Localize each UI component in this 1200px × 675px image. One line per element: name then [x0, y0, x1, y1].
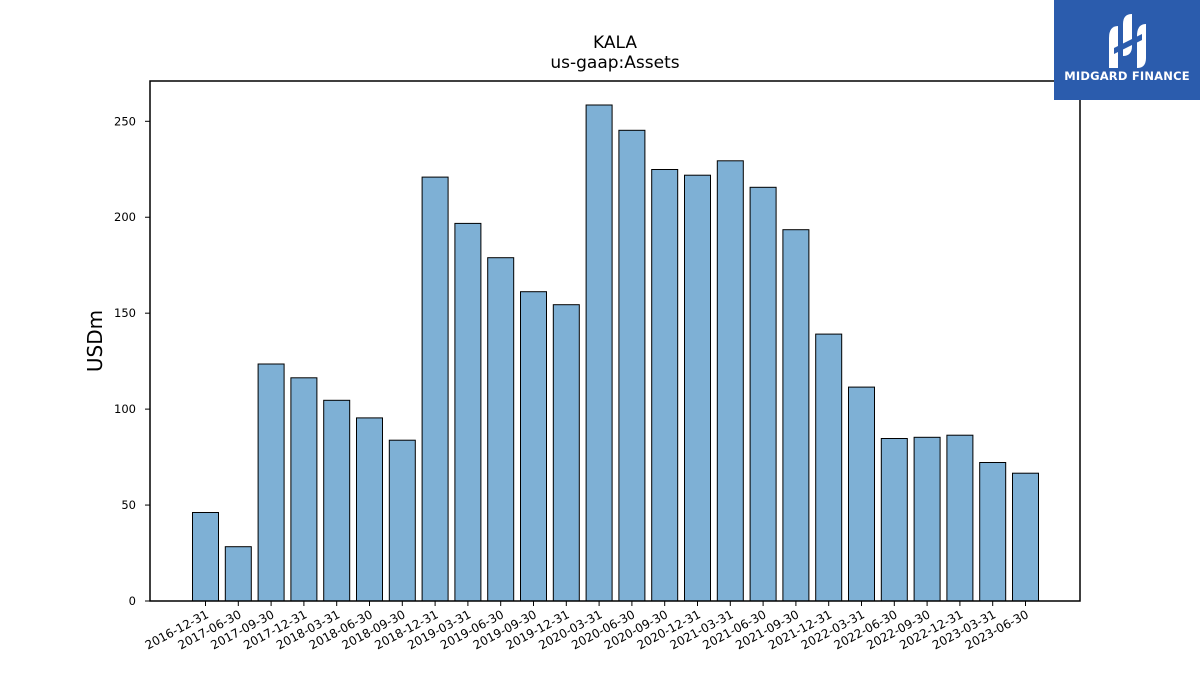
bar-2016-12-31	[192, 512, 219, 602]
bar-2018-12-31	[421, 176, 449, 602]
bar-2022-06-30	[880, 438, 908, 602]
bar-2017-09-30	[257, 363, 285, 602]
y-tick-label: 0	[129, 594, 136, 608]
brand-name: MIDGARD FINANCE	[1064, 69, 1190, 83]
midgard-logo-icon	[1109, 14, 1146, 68]
bar-2021-06-30	[749, 186, 777, 602]
chart-title: KALA	[593, 33, 637, 53]
chart-subtitle: us-gaap:Assets	[550, 53, 679, 73]
y-axis-label: USDm	[83, 310, 107, 372]
bar-2019-12-31	[552, 304, 580, 602]
bar-2021-09-30	[782, 229, 810, 602]
bar-2018-06-30	[356, 417, 383, 602]
bar-2019-06-30	[487, 257, 515, 602]
x-axis: 2016-12-312017-06-302017-09-302017-12-31…	[143, 601, 1031, 652]
bar-2017-12-31	[290, 377, 318, 602]
y-tick-label: 50	[121, 498, 136, 512]
bar-2020-09-30	[651, 169, 679, 602]
bar-2023-03-31	[979, 462, 1007, 602]
bar-2019-03-31	[454, 222, 482, 602]
bar-2021-12-31	[815, 333, 843, 602]
bar-2020-12-31	[684, 174, 711, 602]
bar-2017-06-30	[224, 546, 252, 602]
bars-layer	[192, 104, 1039, 602]
y-tick-label: 250	[114, 114, 136, 128]
bar-2018-03-31	[323, 399, 351, 602]
bar-2023-06-30	[1012, 472, 1039, 602]
bar-2019-09-30	[520, 291, 547, 602]
plot-frame	[149, 80, 1081, 602]
y-tick-label: 100	[114, 402, 136, 416]
bar-2021-03-31	[716, 160, 744, 602]
y-axis: 0 50 100 150 200 250	[114, 114, 150, 608]
y-tick-label: 150	[114, 306, 136, 320]
brand-logo: MIDGARD FINANCE	[1054, 0, 1200, 100]
y-tick-label: 200	[114, 210, 136, 224]
bar-2022-03-31	[848, 386, 875, 602]
bar-2020-03-31	[585, 104, 613, 602]
bar-2020-06-30	[618, 129, 646, 602]
bar-2022-09-30	[913, 436, 941, 602]
bar-2022-12-31	[946, 434, 974, 602]
bar-2018-09-30	[388, 439, 416, 602]
